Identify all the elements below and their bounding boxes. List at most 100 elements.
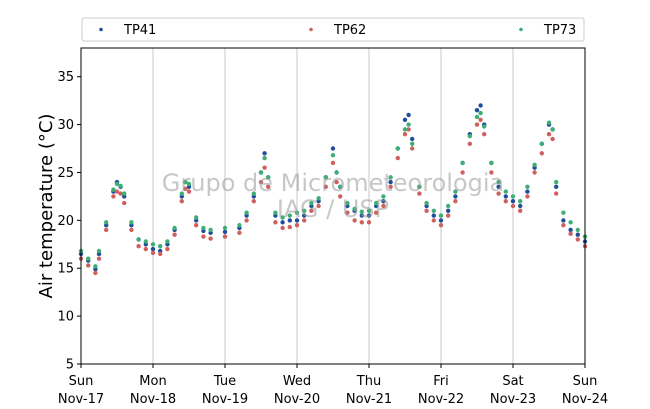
point-tp73-63: [496, 179, 501, 185]
x-axis: Sun Nov-17 Mon Nov-18 Tue Nov-19 Wed Nov-20 Thu N…: [58, 364, 608, 407]
point-tp62-43: [366, 220, 372, 225]
point-tp41-60: [478, 103, 483, 108]
point-tp41-12: [150, 246, 156, 252]
x-tick-date-1: Nov-18: [130, 392, 176, 407]
point-tp62-49: [406, 127, 411, 132]
point-tp73-34: [309, 200, 314, 206]
point-tp73-61: [482, 124, 487, 129]
point-tp62-16: [179, 199, 184, 204]
point-tp73-5: [111, 187, 116, 192]
point-tp62-73: [561, 223, 566, 228]
point-tp41-75: [575, 232, 580, 237]
point-tp62-9: [129, 227, 134, 233]
point-tp62-5: [111, 194, 116, 199]
x-tick-day-7: Sun: [573, 374, 598, 389]
plot-area: [81, 48, 585, 364]
legend-item-tp62: TP62: [309, 23, 366, 38]
point-tp62-23: [237, 230, 242, 235]
x-tick-date-2: Nov-19: [202, 392, 248, 407]
point-tp62-67: [525, 194, 530, 199]
plot-border: [80, 47, 586, 365]
point-tp73-52: [424, 200, 429, 206]
point-tp62-42: [359, 220, 364, 225]
point-tp73-71: [550, 127, 555, 132]
point-tp62-6: [114, 189, 120, 194]
point-tp62-38: [334, 179, 339, 185]
point-tp73-16: [179, 191, 184, 196]
point-tp41-22: [222, 229, 228, 235]
point-tp62-14: [165, 246, 170, 252]
point-tp73-43: [366, 208, 372, 213]
point-tp73-75: [575, 227, 580, 233]
point-tp62-72: [554, 191, 559, 196]
point-tp41-49: [406, 112, 411, 118]
point-tp62-20: [201, 234, 206, 239]
point-tp62-62: [489, 170, 494, 175]
point-tp73-19: [194, 215, 199, 220]
point-tp62-33: [302, 218, 307, 223]
point-tp62-45: [381, 203, 386, 209]
point-tp62-58: [467, 141, 472, 146]
point-tp62-15: [172, 232, 177, 237]
point-tp41-50: [410, 136, 415, 142]
point-tp73-11: [143, 239, 148, 244]
point-tp62-64: [503, 199, 508, 204]
point-tp73-44: [374, 200, 379, 206]
y-tick-label-25: 25: [57, 166, 74, 181]
point-tp73-53: [431, 208, 436, 213]
point-tp62-74: [568, 231, 573, 236]
point-tp62-8: [122, 200, 127, 206]
y-tick-label-30: 30: [57, 118, 74, 133]
point-tp62-39: [338, 194, 343, 199]
point-tp62-63: [496, 191, 501, 196]
point-tp73-27: [262, 155, 267, 161]
grid-lines: [152, 48, 514, 364]
point-tp62-25: [251, 199, 256, 204]
point-tp41-32: [294, 218, 300, 223]
point-tp62-55: [446, 213, 451, 218]
point-tp73-1: [86, 256, 91, 261]
point-tp62-48: [402, 132, 408, 137]
point-tp73-3: [96, 248, 102, 254]
point-tp62-47: [395, 155, 400, 161]
y-tick-label-20: 20: [57, 214, 74, 229]
point-tp73-10: [136, 237, 141, 242]
point-tp73-66: [518, 199, 523, 204]
point-tp73-20: [201, 225, 206, 231]
point-tp62-10: [136, 244, 141, 249]
point-tp73-18: [186, 181, 192, 187]
point-tp62-27: [262, 165, 267, 170]
point-tp62-37: [330, 160, 336, 166]
point-tp62-44: [374, 210, 379, 215]
point-tp73-64: [503, 189, 508, 194]
point-tp73-39: [338, 184, 343, 189]
point-tp73-37: [330, 153, 336, 158]
point-tp73-38: [334, 170, 339, 175]
series-tp62: [78, 117, 588, 276]
point-tp62-56: [453, 199, 458, 204]
point-tp73-46: [388, 175, 393, 180]
point-tp41-65: [510, 199, 516, 204]
point-tp73-48: [402, 127, 408, 132]
point-tp73-13: [158, 244, 163, 249]
point-tp41-63: [496, 184, 501, 189]
x-tick-day-0: Sun: [69, 374, 94, 389]
point-tp41-46: [388, 179, 393, 185]
x-tick-date-6: Nov-23: [490, 392, 536, 407]
point-tp62-11: [143, 246, 148, 252]
point-tp73-9: [129, 220, 134, 225]
x-tick-date-4: Nov-21: [346, 392, 392, 407]
point-tp73-49: [406, 122, 411, 127]
point-tp73-54: [438, 213, 444, 218]
legend-marker-tp41: [99, 27, 103, 32]
watermark-line-1: Grupo de Micrometeorologia: [162, 169, 504, 197]
legend-marker-tp62: [309, 27, 313, 32]
point-tp73-33: [302, 208, 307, 213]
series-layer: [78, 103, 588, 276]
point-tp41-53: [431, 213, 436, 218]
point-tp62-50: [410, 146, 415, 151]
legend-label-tp41: TP41: [123, 23, 156, 38]
legend-item-tp41: TP41: [99, 23, 156, 38]
point-tp73-15: [172, 225, 177, 231]
